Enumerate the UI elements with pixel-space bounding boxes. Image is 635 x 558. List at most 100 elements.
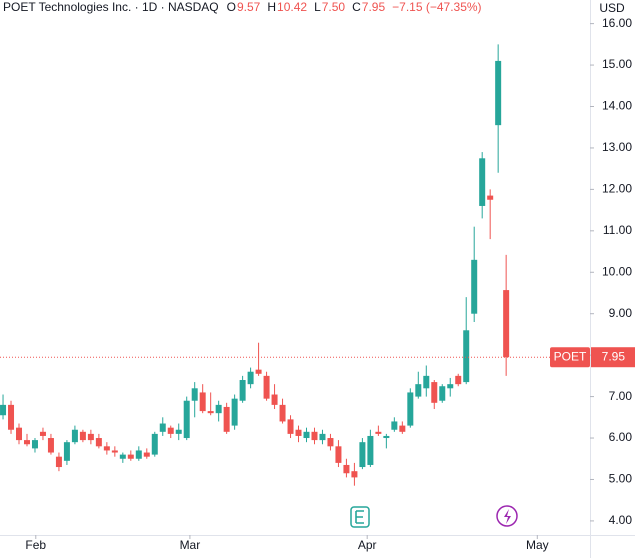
- candle-body: [303, 431, 310, 439]
- candle-body: [63, 442, 70, 461]
- candle-body: [87, 433, 94, 441]
- candle-body: [447, 384, 454, 389]
- candle-body: [279, 404, 286, 422]
- y-tick-label: 11.00: [603, 223, 632, 237]
- candle-body: [159, 423, 166, 432]
- candle-body: [431, 382, 438, 403]
- quote-value: 9.57: [237, 0, 261, 14]
- x-tick-label: Apr: [358, 538, 377, 552]
- candle-body: [0, 404, 7, 416]
- candle-body: [463, 330, 470, 383]
- candle-body: [215, 404, 222, 414]
- y-tick-label: 7.00: [609, 389, 633, 403]
- candle-body: [239, 380, 246, 401]
- candle-body: [263, 375, 270, 399]
- earnings-icon[interactable]: [350, 506, 370, 528]
- candle-body: [175, 429, 182, 434]
- candle-body: [375, 431, 382, 434]
- candle-body: [23, 440, 30, 445]
- last-price-bg: [591, 347, 635, 368]
- candle-body: [287, 419, 294, 434]
- y-tick-label: 13.00: [602, 140, 632, 154]
- candle-body: [487, 195, 494, 200]
- earnings-glyph: [355, 510, 364, 524]
- y-tick-label: 5.00: [609, 472, 633, 486]
- candle-body: [407, 392, 414, 426]
- candle-body: [439, 386, 446, 401]
- last-price-label: 7.95: [602, 349, 626, 363]
- y-tick-label: 6.00: [609, 430, 633, 444]
- candle-body: [343, 464, 350, 474]
- candle-body: [71, 429, 78, 443]
- candle-body: [359, 442, 366, 468]
- y-tick-label: 9.00: [609, 306, 633, 320]
- candle-body: [191, 388, 198, 401]
- candle-body: [247, 371, 254, 385]
- symbol-tag-bg: [550, 347, 590, 368]
- candle-body: [423, 375, 430, 389]
- plot-area: [0, 44, 590, 486]
- candle-body: [255, 369, 262, 374]
- candle-body: [231, 398, 238, 426]
- y-tick-label: 15.00: [602, 57, 632, 71]
- candle-body: [335, 446, 342, 463]
- x-tick-label: Feb: [25, 538, 46, 552]
- candle-body: [455, 375, 462, 385]
- candle-body: [351, 471, 358, 478]
- candle-body: [127, 454, 134, 459]
- candle-body: [39, 431, 46, 436]
- quote-value: 10.42: [277, 0, 307, 14]
- candle-body: [295, 429, 302, 436]
- y-tick-label: 14.00: [602, 99, 632, 113]
- symbol-tag: POET: [554, 349, 587, 363]
- candle-body: [311, 431, 318, 441]
- candle-body: [103, 446, 110, 451]
- candle-body: [199, 392, 206, 412]
- candle-body: [79, 431, 86, 441]
- candle-body: [207, 411, 214, 414]
- candle-body: [271, 394, 278, 405]
- quote-value: 7.95: [362, 0, 386, 14]
- candle-body: [95, 438, 102, 447]
- quote-key: O: [227, 0, 236, 14]
- candle-body: [111, 450, 118, 453]
- candle-body: [479, 158, 486, 206]
- candle-body: [183, 400, 190, 439]
- candle-body: [399, 425, 406, 432]
- quote-key: C: [352, 0, 361, 14]
- y-tick-label: 16.00: [602, 16, 632, 30]
- candle-body: [8, 404, 15, 430]
- change: −7.15 (−47.35%): [392, 0, 481, 14]
- header-bg: [0, 0, 490, 16]
- y-tick-label: 12.00: [602, 182, 632, 196]
- quote-key: H: [267, 0, 276, 14]
- candle-body: [31, 440, 38, 449]
- candle-body: [143, 452, 150, 457]
- candle-body: [167, 427, 174, 434]
- quote-key: L: [314, 0, 321, 14]
- candle-body: [383, 435, 390, 439]
- candle-body: [135, 450, 142, 459]
- candle-body: [327, 438, 334, 447]
- candle-body: [367, 435, 374, 465]
- candle-body: [47, 438, 54, 453]
- candle-body: [119, 454, 126, 459]
- y-tick-label: 4.00: [609, 513, 633, 527]
- y-tick-label: 10.00: [602, 264, 632, 278]
- x-tick-label: Mar: [180, 538, 201, 552]
- dividend-icon[interactable]: [496, 505, 518, 527]
- x-tick-label: May: [526, 538, 549, 552]
- candle-body: [55, 456, 62, 468]
- candle-body: [495, 60, 502, 126]
- candle-body: [151, 433, 158, 455]
- candle-body: [415, 384, 422, 397]
- candle-body: [319, 433, 326, 441]
- header-title: POET Technologies Inc. · 1D · NASDAQ: [3, 0, 219, 14]
- candle-body: [471, 259, 478, 314]
- event-glyph: [504, 509, 511, 524]
- quote-value: 7.50: [322, 0, 346, 14]
- candle-body: [391, 421, 398, 430]
- currency: USD: [599, 1, 625, 15]
- candle-body: [16, 427, 23, 441]
